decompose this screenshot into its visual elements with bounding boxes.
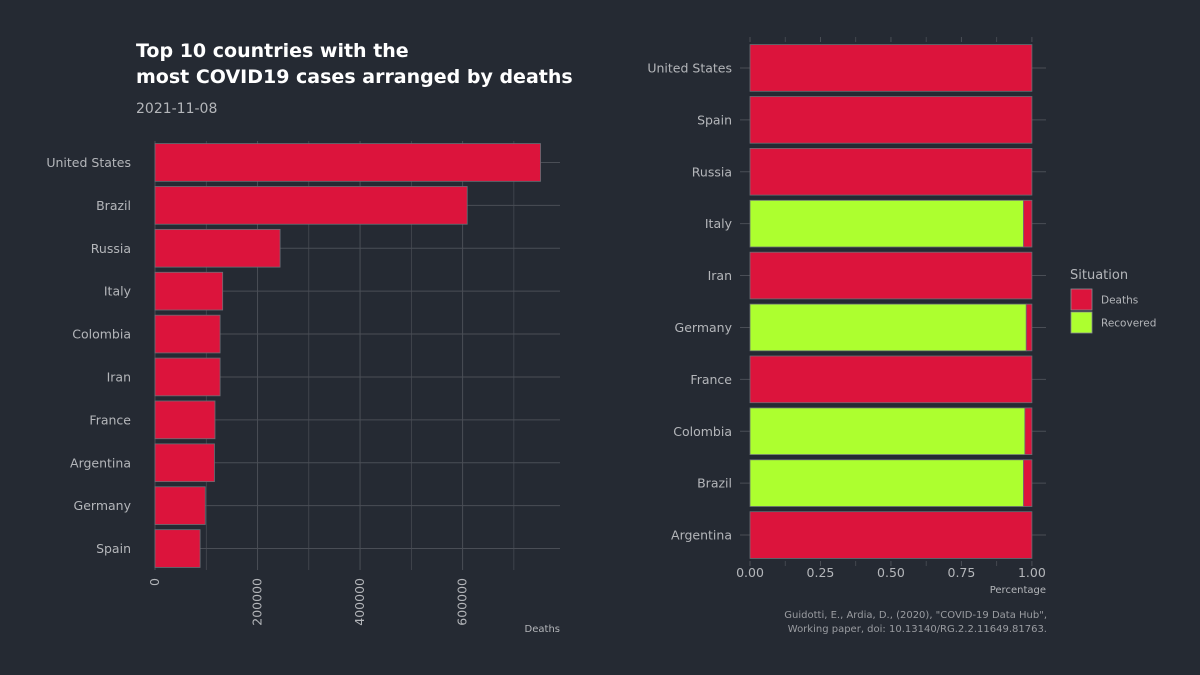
bar-recovered-germany [749,303,1027,352]
y-tick-label-brazil: Brazil [96,198,131,213]
x-tick-label: 0.00 [736,565,764,580]
bar-argentina [154,443,215,483]
bar-iran [154,357,221,397]
x-tick-label: 600000 [455,578,470,626]
bar-recovered-brazil [749,459,1024,507]
y-tick-label-italy: Italy [104,284,132,299]
y-tick-label-russia: Russia [91,241,131,256]
y-tick-label-colombia: Colombia [72,327,131,342]
bar-spain [154,529,201,568]
x-tick-label: 0.50 [877,565,905,580]
x-tick-label: 400000 [352,578,367,626]
legend-label-deaths: Deaths [1101,295,1138,307]
x-axis-label: Deaths [525,624,560,635]
bar-deaths-united-states [749,44,1033,92]
y-tick-label-argentina: Argentina [70,455,131,470]
source-caption: Guidotti, E., Ardia, D., (2020), "COVID-… [784,609,1047,637]
y-tick-label-argentina: Argentina [671,528,732,543]
bar-united-states [154,143,541,182]
y-tick-label-france: France [690,372,732,387]
y-tick-label-brazil: Brazil [697,476,732,491]
bar-deaths-germany [1025,303,1033,352]
bar-deaths-spain [749,96,1033,144]
y-tick-label-spain: Spain [697,112,732,127]
caption-line-1: Guidotti, E., Ardia, D., (2020), "COVID-… [784,610,1047,621]
x-tick-label: 0.25 [807,565,835,580]
bar-deaths-italy [1023,199,1033,248]
x-tick-label: 200000 [250,578,265,626]
bar-france [154,400,216,440]
title-line-1: Top 10 countries with the [136,40,409,62]
x-tick-label: 0 [147,578,162,586]
legend-swatch-recovered [1070,311,1093,334]
x-axis-label: Percentage [990,585,1046,596]
y-tick-label-spain: Spain [96,541,131,556]
y-tick-label-colombia: Colombia [673,424,732,439]
bar-deaths-argentina [749,511,1033,559]
y-tick-label-germany: Germany [675,320,733,335]
chart-subtitle: 2021-11-08 [136,101,218,117]
y-tick-label-russia: Russia [692,164,732,179]
bar-recovered-italy [749,199,1024,248]
x-tick-label: 1.00 [1018,565,1046,580]
legend-swatch-deaths [1070,288,1093,311]
title-line-2: most COVID19 cases arranged by deaths [136,66,573,88]
bar-deaths-colombia [1024,407,1033,456]
y-tick-label-iran: Iran [708,268,732,283]
y-tick-label-iran: Iran [107,369,131,384]
bar-deaths-russia [749,147,1033,196]
y-tick-label-france: France [89,412,131,427]
bar-deaths-france [749,355,1033,404]
y-tick-label-united-states: United States [647,60,732,75]
bar-germany [154,486,206,525]
y-tick-label-united-states: United States [46,155,131,170]
bar-deaths-iran [749,251,1033,300]
legend-label-recovered: Recovered [1101,318,1156,330]
caption-line-2: Working paper, doi: 10.13140/RG.2.2.1164… [787,624,1047,635]
bar-recovered-colombia [749,407,1026,456]
bar-italy [154,271,224,311]
x-tick-label: 0.75 [948,565,976,580]
bar-brazil [154,186,468,225]
y-tick-label-germany: Germany [74,498,132,513]
bar-colombia [154,314,221,354]
chart-title: Top 10 countries with the most COVID19 c… [136,38,573,90]
bar-deaths-brazil [1023,459,1033,507]
y-tick-label-italy: Italy [705,216,733,231]
bar-russia [154,228,281,268]
legend-title: Situation [1070,268,1128,283]
